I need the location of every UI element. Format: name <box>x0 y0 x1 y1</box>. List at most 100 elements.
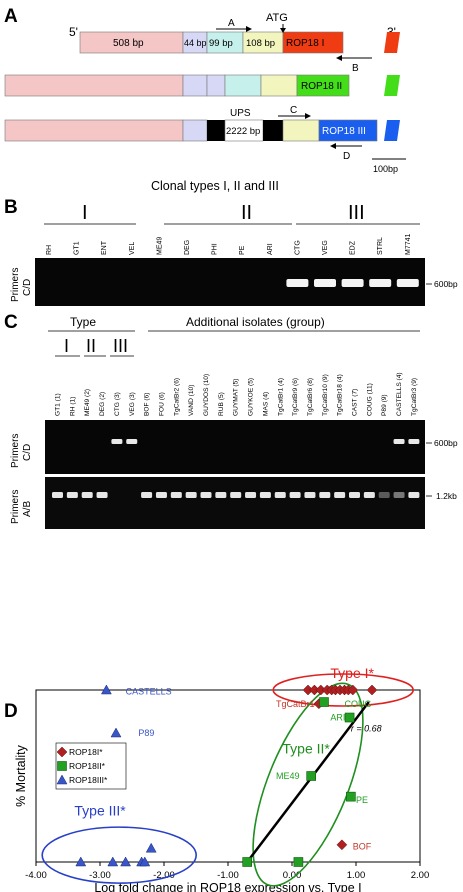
gel-band <box>396 279 419 287</box>
rop18-iii-coding <box>318 119 378 142</box>
lane-labels-c: GT1 (1) RH (1) ME49 (2) DEG (2) CTG (3) VEG (… <box>55 372 418 416</box>
lane-labels-b: RH GT1 ENT VEL ME49 DEG PHI PE ARI CTG VEG EDZ STRL M… <box>46 233 412 255</box>
data-point-triangle <box>100 684 112 695</box>
point-label: PE <box>356 795 368 805</box>
data-point-square <box>319 697 329 707</box>
black-block-2 <box>263 120 283 141</box>
segment-99 <box>224 74 262 97</box>
lane-label-c: DEG (2) <box>99 392 106 416</box>
seg-44-label: 44 bp <box>184 38 207 48</box>
row-label-b-1: Primers <box>10 268 21 302</box>
type-i-ellipse <box>272 673 415 707</box>
c-group-iii: III <box>113 336 128 356</box>
annotation-type-iii: Type III* <box>74 803 126 819</box>
gel-band <box>200 492 212 498</box>
type-iii-ellipse <box>41 826 197 884</box>
primer-c-head <box>305 113 311 119</box>
gel-band <box>378 492 390 498</box>
gel-band <box>349 492 360 498</box>
lane-label-c: VAND (10) <box>188 385 195 416</box>
lane-label-c: RH (1) <box>69 397 76 416</box>
gel-band <box>393 439 405 444</box>
gel-band <box>289 492 301 498</box>
rop18-iii-label: ROP18 III <box>322 126 366 137</box>
lane-label-b: ME49 <box>156 237 163 255</box>
rop18-ii-label: ROP18 II <box>301 81 342 92</box>
gel-c-1 <box>45 420 425 474</box>
lane-label-c: VEG (3) <box>129 392 136 416</box>
data-point-diamond <box>347 684 359 696</box>
x-tick-label: -4.00 <box>25 870 47 881</box>
rop18-ii-end <box>384 75 400 96</box>
panel-label-b: B <box>4 197 18 218</box>
type-label: Type <box>70 315 96 329</box>
data-point-diamond <box>366 684 378 696</box>
x-tick-label: -2.00 <box>153 870 175 881</box>
lane-label-c: TgCatBr1 (4) <box>277 378 284 416</box>
data-point-square <box>242 857 252 867</box>
primer-d-label: D <box>343 151 350 162</box>
lane-label-b: VEL <box>129 242 136 255</box>
lane-label-c: TgCatBr6 (8) <box>307 378 314 416</box>
bands-c <box>52 439 420 498</box>
x-tick-label: 2.00 <box>411 870 430 881</box>
lane-label-c: TgCatBr2 (6) <box>173 378 180 416</box>
gel-band <box>215 492 227 498</box>
segment-108 <box>282 119 320 142</box>
lane-label-b: VEG <box>322 240 329 255</box>
scale-label: 100bp <box>373 164 398 174</box>
data-point-diamond <box>336 839 348 851</box>
data-point-square <box>306 771 317 781</box>
regression-line <box>246 701 370 863</box>
gel-band <box>393 492 405 498</box>
data-point-triangle <box>145 842 157 853</box>
annotation-type-i: Type I* <box>330 665 374 681</box>
lane-label-b: PHI <box>212 243 219 255</box>
group-ii-label: II <box>241 202 252 224</box>
lane-label-c: CAST (7) <box>352 389 359 416</box>
primer-c-label: C <box>290 105 297 116</box>
rop18-iii-end <box>384 120 400 141</box>
lane-label-b: ARI <box>267 243 274 255</box>
row2-label-c-1: Primers <box>10 490 21 524</box>
primer-b-label: B <box>352 63 359 74</box>
panel-label-d: D <box>4 701 18 722</box>
point-label: ME49 <box>276 771 300 781</box>
lane-label-b: STRL <box>377 237 384 255</box>
size-label-c1: 600bp <box>434 438 458 448</box>
gel-band <box>334 492 346 498</box>
bands-b <box>286 279 419 287</box>
group-iii-label: III <box>348 202 365 224</box>
seg-108-label: 108 bp <box>246 38 275 49</box>
data-point-square <box>293 857 304 867</box>
primer-a-label: A <box>228 18 235 29</box>
segment-44 <box>182 119 208 142</box>
gel-band <box>341 279 364 287</box>
point-label: TgCatBr1 <box>276 699 315 709</box>
rop18-i-label: ROP18 I <box>286 38 324 49</box>
lane-label-c: P89 (9) <box>381 394 388 416</box>
gel-band <box>363 492 375 498</box>
lane-label-c: GUYMAT (5) <box>233 379 240 417</box>
gel-b <box>35 258 425 306</box>
x-tick-label: -1.00 <box>217 870 239 881</box>
rop18-ii-coding <box>296 74 350 97</box>
seg-508-label: 508 bp <box>113 38 144 49</box>
ups-label: UPS <box>230 108 251 119</box>
size-label-c2: 1.2kb <box>436 491 457 501</box>
lane-label-c: GUYDOS (10) <box>203 374 210 416</box>
panel-label-c: C <box>4 312 18 333</box>
lane-label-c: TgCatBr9 (6) <box>292 378 299 416</box>
gel-band <box>314 279 336 287</box>
gel-band <box>126 439 138 444</box>
utr-segment <box>4 74 184 97</box>
data-point-square <box>346 791 356 802</box>
black-block-1 <box>207 120 225 141</box>
point-label: ARI <box>330 713 345 723</box>
primer-b-head <box>336 55 342 61</box>
gel-band <box>66 492 78 498</box>
annotation-r: r = 0.68 <box>351 723 382 733</box>
y-axis-label: % Mortality <box>14 744 28 807</box>
lane-label-c: GT1 (1) <box>55 393 62 416</box>
